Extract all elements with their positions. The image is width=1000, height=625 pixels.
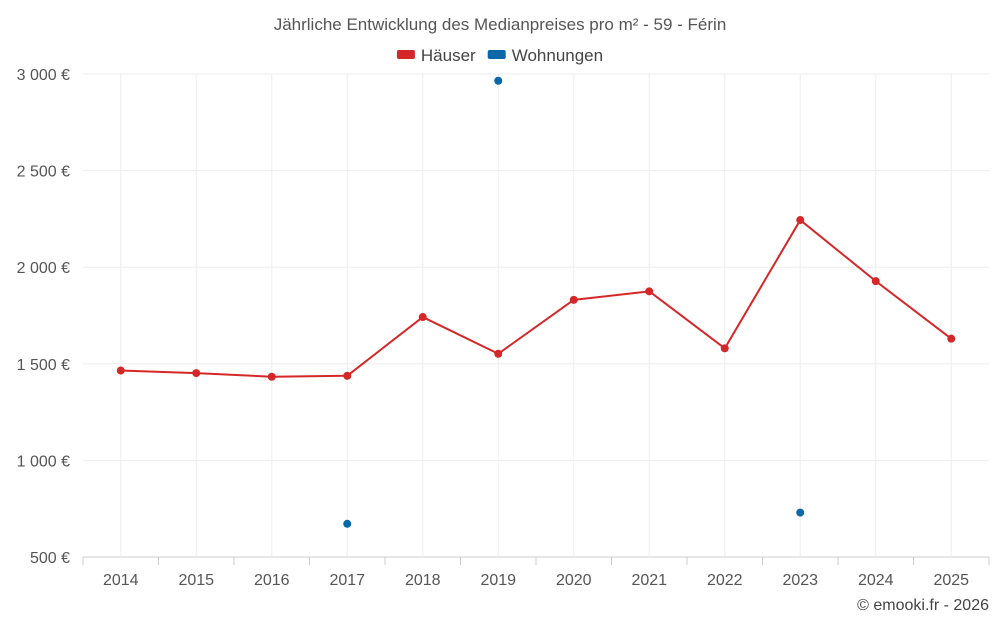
data-point	[418, 313, 427, 322]
x-tick-label: 2015	[178, 572, 214, 589]
x-tick-label: 2024	[858, 572, 894, 589]
x-tick-label: 2014	[103, 572, 139, 589]
y-tick-label: 500 €	[30, 550, 70, 567]
data-point	[720, 344, 729, 353]
series-0	[116, 216, 956, 381]
data-point	[192, 369, 201, 378]
data-point	[871, 277, 880, 286]
legend[interactable]: Häuser Wohnungen	[396, 46, 603, 65]
y-tick-label: 1 000 €	[17, 453, 70, 470]
data-point	[494, 76, 503, 85]
grid	[82, 73, 990, 565]
data-point	[947, 334, 956, 343]
data-point	[494, 349, 503, 358]
x-tick-label: 2019	[480, 572, 516, 589]
chart-title: Jährliche Entwicklung des Medianpreises …	[274, 15, 727, 34]
series-line	[120, 219, 952, 378]
y-axis-ticks: 500 € 1 000 € 1 500 € 2 000 € 2 500 € 3 000 €	[17, 67, 70, 567]
x-axis-ticks: 2014 2015 2016 2017 2018 2019 2020 2021 2022 2023…	[103, 572, 969, 589]
y-tick-label: 3 000 €	[17, 67, 70, 84]
y-tick-label: 2 500 €	[17, 164, 70, 181]
data-point	[343, 519, 352, 528]
data-point	[343, 371, 352, 380]
data-point	[569, 295, 578, 304]
x-tick-label: 2021	[631, 572, 667, 589]
series-layer	[116, 76, 956, 528]
y-tick-label: 2 000 €	[17, 260, 70, 277]
data-point	[645, 287, 654, 296]
data-point	[267, 372, 276, 381]
x-tick-label: 2025	[933, 572, 969, 589]
y-tick-label: 1 500 €	[17, 357, 70, 374]
copyright: © emooki.fr - 2026	[857, 597, 989, 614]
legend-label[interactable]: Häuser	[421, 46, 476, 65]
data-point	[116, 366, 125, 375]
x-tick-label: 2016	[254, 572, 290, 589]
x-tick-label: 2018	[405, 572, 441, 589]
legend-swatch	[487, 50, 506, 59]
legend-label[interactable]: Wohnungen	[512, 46, 603, 65]
series-1	[343, 76, 805, 528]
x-tick-label: 2023	[782, 572, 818, 589]
x-tick-label: 2017	[329, 572, 365, 589]
x-tick-label: 2022	[707, 572, 743, 589]
x-tick-label: 2020	[556, 572, 592, 589]
data-point	[796, 216, 805, 225]
legend-swatch	[396, 50, 415, 59]
data-point	[796, 508, 805, 517]
